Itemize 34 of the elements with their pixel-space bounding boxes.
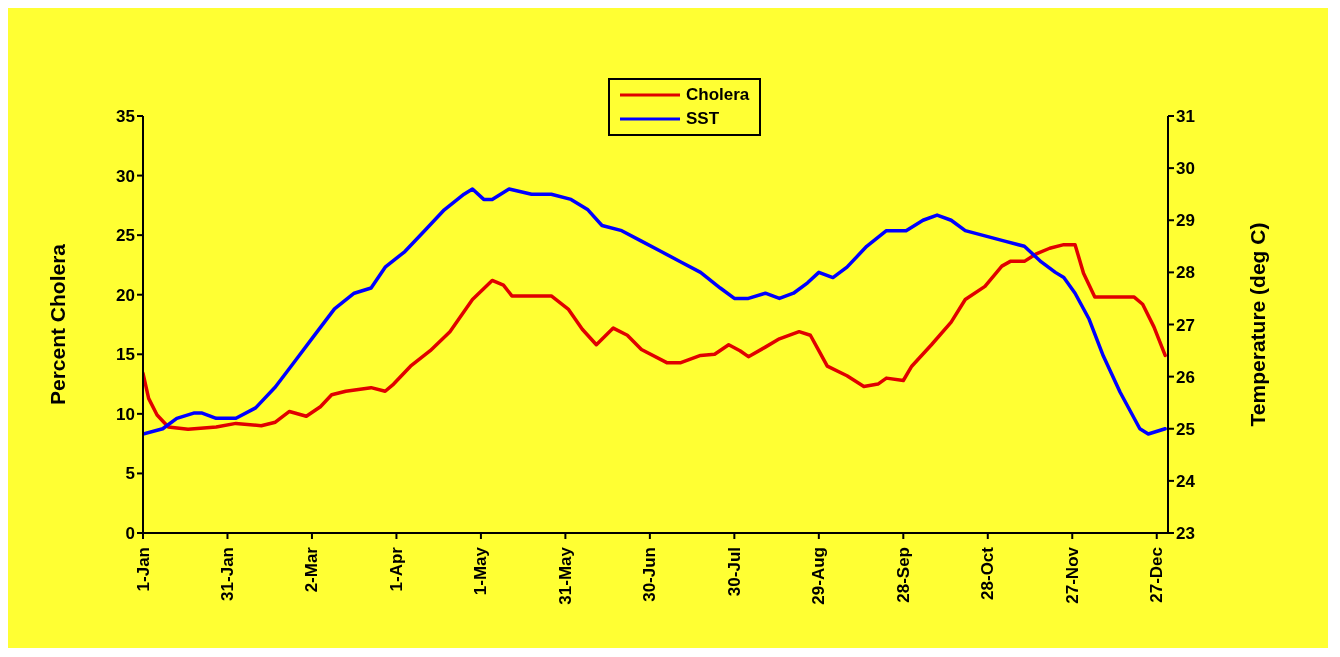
y2-tick-label: 24 <box>1176 471 1196 491</box>
x-tick-label: 31-Jan <box>217 547 237 601</box>
x-tick-label: 27-Dec <box>1147 547 1167 603</box>
y-tick-label: 0 <box>125 524 135 544</box>
y-tick-label: 20 <box>116 285 135 305</box>
legend-label: SST <box>686 109 720 129</box>
x-tick-label: 30-Jul <box>724 547 744 597</box>
x-tick-label: 31-May <box>555 546 575 605</box>
y2-tick-label: 27 <box>1176 315 1195 335</box>
y-tick-label: 10 <box>116 404 135 424</box>
x-tick-label: 1-Apr <box>386 546 406 592</box>
x-tick-label: 2-Mar <box>302 546 322 593</box>
y2-tick-label: 25 <box>1176 419 1195 439</box>
y2-tick-label: 26 <box>1176 367 1195 387</box>
y2-tick-label: 30 <box>1176 159 1195 179</box>
y2-tick-label: 28 <box>1176 263 1195 283</box>
x-tick-label: 30-Jun <box>640 547 660 602</box>
x-tick-label: 28-Oct <box>978 546 998 600</box>
y2-tick-label: 29 <box>1176 211 1195 231</box>
y-tick-label: 35 <box>116 107 135 127</box>
y-tick-label: 25 <box>116 226 135 246</box>
legend-label: Cholera <box>686 85 750 105</box>
y-axis-title: Percent Cholera <box>46 243 70 406</box>
x-tick-label: 1-May <box>471 546 491 596</box>
y2-tick-label: 31 <box>1176 107 1195 127</box>
y-tick-label: 5 <box>125 464 135 484</box>
y-tick-label: 30 <box>116 166 135 186</box>
y-tick-label: 15 <box>116 345 135 365</box>
x-tick-label: 1-Jan <box>133 547 153 592</box>
x-tick-label: 28-Sep <box>893 547 913 603</box>
x-tick-label: 29-Aug <box>809 547 829 605</box>
y2-tick-label: 23 <box>1176 524 1195 544</box>
y2-axis-title: Temperature (deg C) <box>1246 222 1270 427</box>
x-tick-label: 27-Nov <box>1062 546 1082 604</box>
